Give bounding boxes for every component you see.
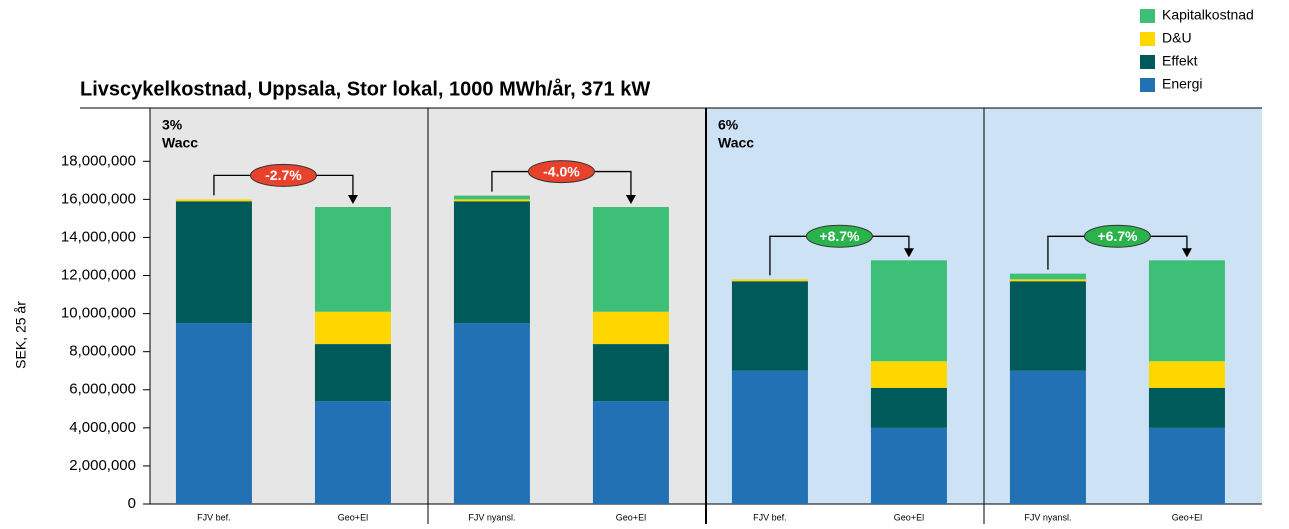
arrow-head xyxy=(1181,248,1192,258)
legend-label: Effekt xyxy=(1162,53,1198,69)
bar-segment xyxy=(731,370,808,504)
y-tick-label: 10,000,000 xyxy=(61,305,136,322)
bar-segment xyxy=(870,361,947,388)
annotation-badge xyxy=(527,160,595,184)
x-tick-label: FJV bef. xyxy=(753,512,787,522)
bar-segment xyxy=(592,344,669,402)
bar-segment xyxy=(1148,260,1225,362)
bar-segment xyxy=(453,199,530,202)
bar-segment xyxy=(592,401,669,504)
bar-segment xyxy=(314,311,391,345)
legend-swatch xyxy=(1140,78,1155,92)
arrow-head xyxy=(903,248,914,258)
x-tick-label: FJV nyansl. xyxy=(1024,512,1071,522)
annotation-badge xyxy=(249,163,317,187)
x-tick-label: FJV bef. xyxy=(197,512,231,522)
bar-segment xyxy=(175,199,252,202)
legend-swatch xyxy=(1140,32,1155,46)
y-tick-label: 0 xyxy=(128,495,136,512)
bar-segment xyxy=(592,207,669,312)
annotation-badge xyxy=(1083,224,1151,248)
bar-segment xyxy=(453,195,530,200)
y-axis-label: SEK, 25 år xyxy=(13,301,29,369)
bar-segment xyxy=(1009,279,1086,282)
x-tick-label: Geo+El xyxy=(1172,512,1202,522)
y-tick-label: 6,000,000 xyxy=(69,381,136,398)
bar-segment xyxy=(731,279,808,282)
legend-label: Energi xyxy=(1162,76,1202,92)
annotation-label: -4.0% xyxy=(543,163,580,179)
bar-segment xyxy=(1009,273,1086,280)
bar-segment xyxy=(1009,370,1086,504)
panel-label: 6% xyxy=(718,117,739,133)
panel-label: Wacc xyxy=(718,135,754,151)
bar-segment xyxy=(175,323,252,504)
bar-segment xyxy=(314,401,391,504)
legend-swatch xyxy=(1140,9,1155,23)
arrow-head xyxy=(347,195,358,204)
annotation-badge xyxy=(805,224,873,248)
arrow-head xyxy=(625,195,636,204)
bar-segment xyxy=(453,323,530,504)
bar-segment xyxy=(1148,387,1225,428)
bar-segment xyxy=(870,387,947,428)
x-tick-label: FJV nyansl. xyxy=(468,512,515,522)
legend-swatch xyxy=(1140,55,1155,69)
bar-segment xyxy=(731,281,808,371)
annotation-label: -2.7% xyxy=(265,167,302,183)
bar-segment xyxy=(1148,361,1225,388)
legend-label: D&U xyxy=(1162,30,1192,46)
y-tick-label: 14,000,000 xyxy=(61,228,136,245)
bar-segment xyxy=(175,201,252,324)
y-tick-label: 2,000,000 xyxy=(69,457,136,474)
y-tick-label: 8,000,000 xyxy=(69,343,136,360)
panel-label: Wacc xyxy=(162,135,198,151)
y-tick-label: 12,000,000 xyxy=(61,267,136,284)
chart-title: Livscykelkostnad, Uppsala, Stor lokal, 1… xyxy=(80,77,650,100)
y-tick-label: 4,000,000 xyxy=(69,419,136,436)
legend-label: Kapitalkostnad xyxy=(1162,7,1254,23)
bar-segment xyxy=(314,344,391,402)
panel-label: 3% xyxy=(162,117,183,133)
annotation-label: +8.7% xyxy=(819,228,860,244)
x-tick-label: Geo+El xyxy=(338,512,368,522)
bar-segment xyxy=(870,427,947,504)
bar-segment xyxy=(1009,281,1086,371)
bar-segment xyxy=(1148,427,1225,504)
annotation-label: +6.7% xyxy=(1097,228,1138,244)
bar-segment xyxy=(592,311,669,345)
bar-segment xyxy=(453,201,530,324)
bar-segment xyxy=(870,260,947,362)
bar-segment xyxy=(314,207,391,312)
y-tick-label: 16,000,000 xyxy=(61,190,136,207)
y-tick-label: 18,000,000 xyxy=(61,152,136,169)
x-tick-label: Geo+El xyxy=(616,512,646,522)
x-tick-label: Geo+El xyxy=(894,512,924,522)
